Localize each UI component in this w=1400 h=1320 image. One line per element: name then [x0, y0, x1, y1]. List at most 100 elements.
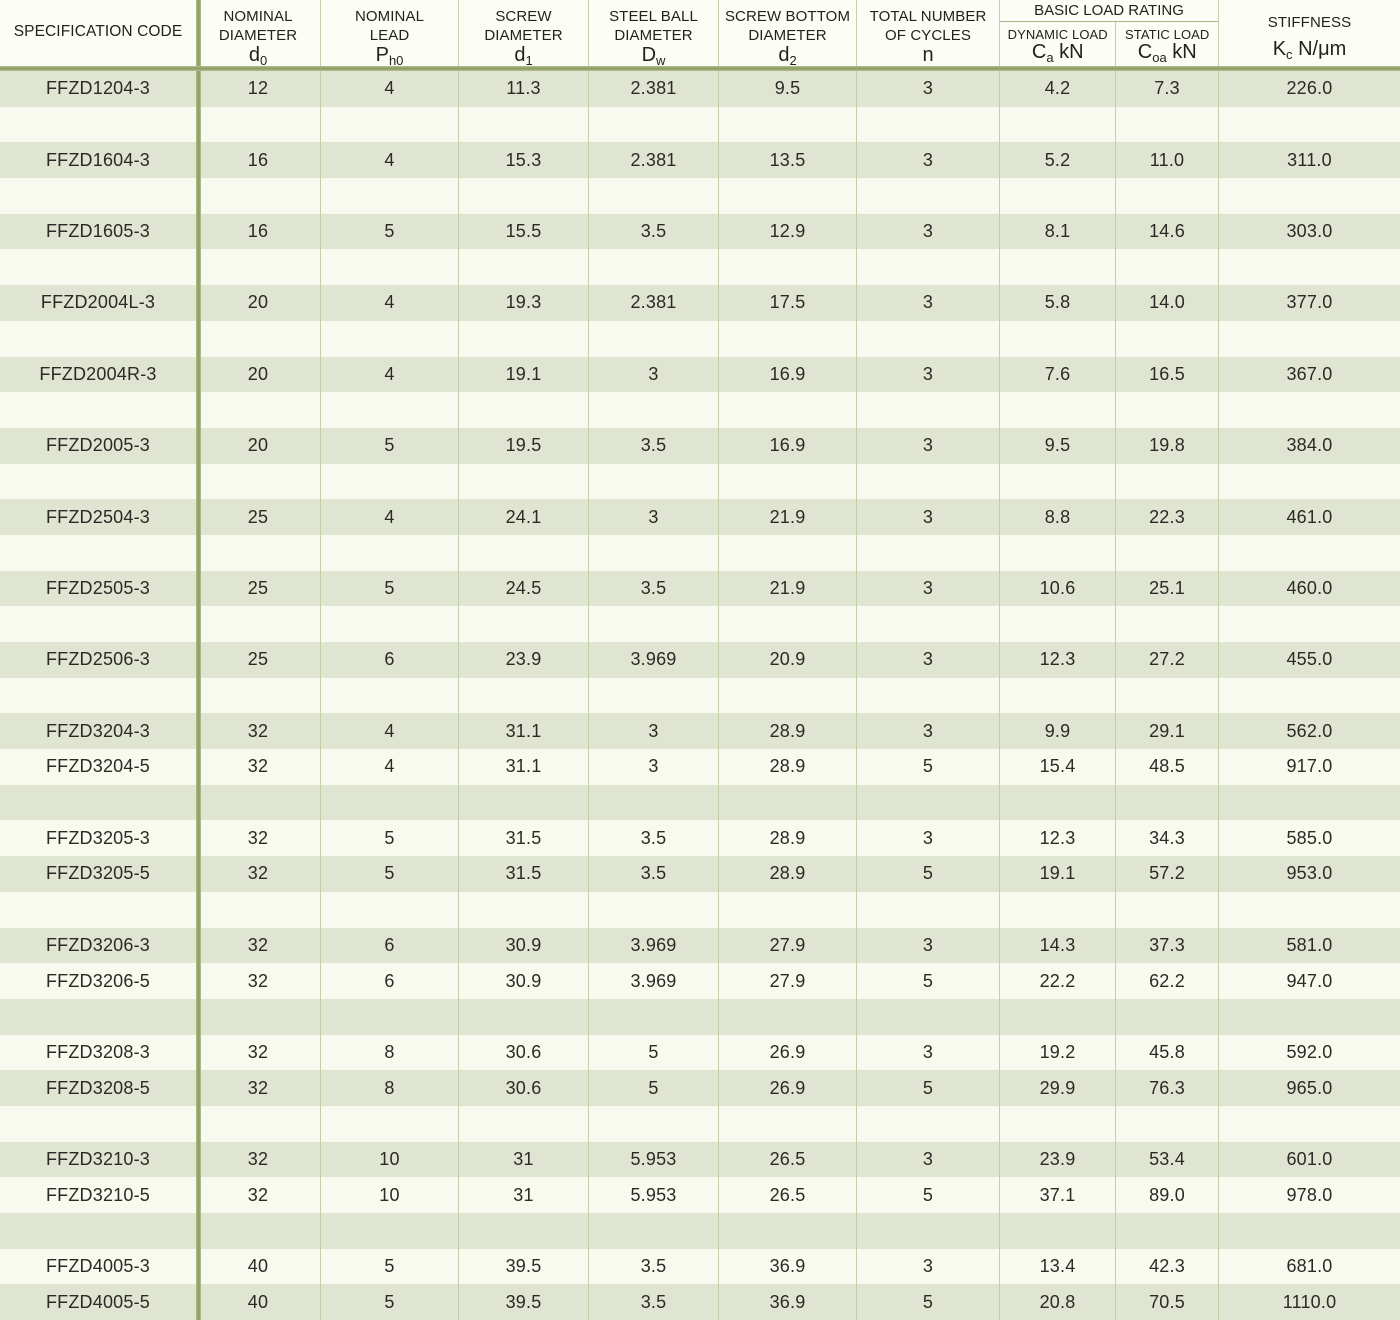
- cell-static-load: [1115, 320, 1218, 357]
- cell-nominal-diameter: 25: [247, 649, 269, 670]
- cell-dynamic-load: 10.6: [999, 570, 1115, 607]
- cell-static-load: 89.0: [1115, 1177, 1218, 1213]
- cell-static-load: 14.6: [1115, 213, 1218, 250]
- cell-screw-diameter: 39.5: [458, 1248, 588, 1285]
- cell-specification-code: FFZD3210-5: [45, 1184, 151, 1205]
- cell-screw-bottom-diameter: 28.9: [718, 820, 856, 857]
- table-row: FFZD2504-3 25 4 24.1 3 21.9 3 8.8 22.3 4…: [0, 499, 1400, 535]
- cell-specification-code: FFZD3204-3: [45, 720, 151, 741]
- cell-dynamic-load: 12.3: [999, 820, 1115, 857]
- cell-screw-bottom-diameter: [718, 178, 856, 214]
- cell-total-number-of-cycles: 3: [856, 142, 999, 179]
- cell-screw-diameter: [458, 784, 588, 821]
- cell-static-load: 48.5: [1115, 749, 1218, 785]
- cell-stiffness: [1218, 249, 1400, 286]
- header-symbol: n: [922, 45, 933, 67]
- thick-header-divider: [0, 66, 1400, 71]
- cell-total-number-of-cycles: [856, 784, 999, 821]
- cell-static-load: 25.1: [1115, 570, 1218, 607]
- cell-specification-code: FFZD3206-3: [45, 934, 151, 955]
- cell-steel-ball-diameter: [588, 1105, 718, 1142]
- header-stiffness: STIFFNESS Kc N/μm: [1218, 0, 1400, 66]
- cell-stiffness: 978.0: [1218, 1177, 1400, 1213]
- cell-steel-ball-diameter: 5.953: [588, 1141, 718, 1178]
- cell-specification-code: FFZD3206-5: [45, 970, 151, 991]
- cell-specification-code: [0, 1106, 196, 1142]
- header-line: DYNAMIC LOAD: [1007, 27, 1108, 42]
- cell-specification-code: FFZD2505-3: [45, 577, 151, 598]
- cell-nominal-diameter: [196, 535, 320, 571]
- symbol-sub: c: [1286, 47, 1293, 62]
- symbol-sub: oa: [1152, 50, 1167, 65]
- cell-screw-bottom-diameter: [718, 320, 856, 357]
- cell-specification-code: [0, 999, 196, 1035]
- cell-screw-diameter: 23.9: [458, 642, 588, 678]
- cell-total-number-of-cycles: [856, 998, 999, 1035]
- cell-nominal-lead: 5: [320, 820, 458, 857]
- table-row: FFZD3206-3 32 6 30.9 3.969 27.9 3 14.3 3…: [0, 927, 1400, 964]
- cell-static-load: 45.8: [1115, 1034, 1218, 1071]
- cell-screw-bottom-diameter: 27.9: [718, 963, 856, 999]
- cell-screw-diameter: 24.5: [458, 570, 588, 607]
- cell-screw-diameter: 30.6: [458, 1070, 588, 1106]
- cell-static-load: 42.3: [1115, 1248, 1218, 1285]
- cell-specification-code: [0, 606, 196, 642]
- cell-total-number-of-cycles: 3: [856, 213, 999, 250]
- cell-specification-code: [0, 785, 196, 821]
- cell-static-load: 19.8: [1115, 427, 1218, 464]
- cell-steel-ball-diameter: 5: [588, 1034, 718, 1071]
- header-label: NOMINAL DIAMETER: [219, 7, 297, 45]
- cell-dynamic-load: 13.4: [999, 1248, 1115, 1285]
- cell-dynamic-load: [999, 249, 1115, 286]
- header-line: DIAMETER: [218, 27, 298, 44]
- header-basic-load-rating-group: BASIC LOAD RATING DYNAMIC LOAD Ca kN STA…: [999, 0, 1218, 66]
- cell-static-load: 76.3: [1115, 1070, 1218, 1106]
- cell-nominal-lead: 8: [320, 1034, 458, 1071]
- header-group-subrow: DYNAMIC LOAD Ca kN STATIC LOAD Coa kN: [1000, 22, 1218, 66]
- cell-stiffness: 965.0: [1218, 1070, 1400, 1106]
- symbol-main: C: [1031, 41, 1047, 63]
- cell-nominal-lead: 5: [320, 213, 458, 250]
- cell-total-number-of-cycles: [856, 178, 999, 214]
- cell-steel-ball-diameter: 2.381: [588, 285, 718, 321]
- cell-stiffness: 562.0: [1218, 713, 1400, 750]
- cell-static-load: 27.2: [1115, 642, 1218, 678]
- table-row: FFZD1204-3 12 4 11.3 2.381 9.5 3 4.2 7.3…: [0, 71, 1400, 107]
- table-row: [0, 178, 1400, 214]
- cell-nominal-diameter: 32: [247, 756, 269, 777]
- cell-stiffness: 917.0: [1218, 749, 1400, 785]
- cell-screw-diameter: 31.1: [458, 749, 588, 785]
- cell-dynamic-load: 37.1: [999, 1177, 1115, 1213]
- cell-stiffness: 947.0: [1218, 963, 1400, 999]
- cell-steel-ball-diameter: 5: [588, 1070, 718, 1106]
- header-label: SCREW BOTTOM DIAMETER: [725, 7, 850, 45]
- header-line: DIAMETER: [614, 27, 693, 44]
- cell-screw-diameter: 30.9: [458, 927, 588, 964]
- cell-screw-diameter: [458, 463, 588, 500]
- cell-nominal-diameter: 32: [247, 1041, 269, 1062]
- cell-screw-bottom-diameter: 16.9: [718, 427, 856, 464]
- header-steel-ball-diameter: STEEL BALL DIAMETER Dw: [588, 0, 718, 68]
- cell-steel-ball-diameter: 3.5: [588, 1248, 718, 1285]
- symbol-main: n: [922, 44, 934, 66]
- table-row: [0, 677, 1400, 714]
- cell-total-number-of-cycles: [856, 463, 999, 500]
- header-line: NOMINAL: [223, 8, 293, 25]
- cell-steel-ball-diameter: [588, 1213, 718, 1249]
- cell-specification-code: [0, 321, 196, 357]
- cell-nominal-diameter: [196, 892, 320, 928]
- table-header: SPECIFICATION CODE NOMINAL DIAMETER d0 N…: [0, 0, 1400, 68]
- cell-total-number-of-cycles: 3: [856, 71, 999, 107]
- cell-nominal-lead: 5: [320, 1248, 458, 1285]
- cell-nominal-lead: [320, 784, 458, 821]
- cell-specification-code: [0, 392, 196, 428]
- table-row: FFZD3204-3 32 4 31.1 3 28.9 3 9.9 29.1 5…: [0, 713, 1400, 750]
- cell-stiffness: [1218, 1105, 1400, 1142]
- cell-stiffness: [1218, 891, 1400, 928]
- cell-total-number-of-cycles: 3: [856, 1141, 999, 1178]
- table-row: FFZD3208-3 32 8 30.6 5 26.9 3 19.2 45.8 …: [0, 1034, 1400, 1071]
- cell-static-load: [1115, 1105, 1218, 1142]
- cell-screw-diameter: 11.3: [458, 71, 588, 107]
- cell-screw-diameter: 31: [458, 1177, 588, 1213]
- cell-nominal-diameter: 12: [247, 78, 269, 99]
